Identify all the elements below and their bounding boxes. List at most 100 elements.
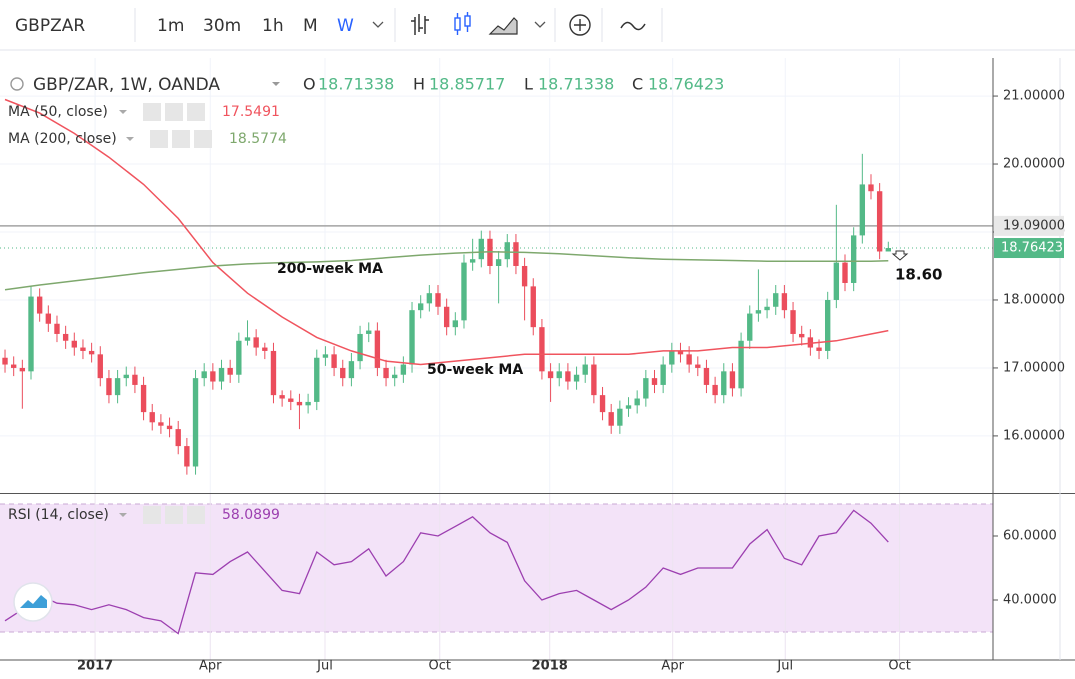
annotation: 50-week MA xyxy=(427,362,523,378)
annotation: 200-week MA xyxy=(277,261,383,277)
x-tick-label: Oct xyxy=(428,659,450,674)
x-tick-label: Apr xyxy=(199,659,222,674)
candle-body xyxy=(547,371,554,379)
candle-body xyxy=(357,333,363,362)
candle-body xyxy=(435,293,441,307)
candle-body xyxy=(478,238,484,260)
symbol[interactable]: GBPZAR xyxy=(15,16,85,36)
interval-button[interactable]: 30m xyxy=(203,16,241,36)
candle-body xyxy=(833,262,840,300)
ma200-controls[interactable] xyxy=(150,130,212,148)
candle-body xyxy=(305,401,311,406)
interval-button[interactable]: 1m xyxy=(157,16,184,36)
candle-body xyxy=(695,364,701,368)
chart-type-dropdown[interactable] xyxy=(534,21,546,28)
candle-body xyxy=(625,405,632,409)
ohlc-value: 18.76423 xyxy=(648,75,724,94)
candle-body xyxy=(539,327,545,372)
candle-body xyxy=(331,354,337,368)
candle-body xyxy=(747,313,753,341)
candle-body xyxy=(876,191,883,252)
candle-body xyxy=(850,235,857,283)
compare-icon[interactable] xyxy=(620,21,646,31)
candle-body xyxy=(123,374,129,379)
candle-body xyxy=(573,374,580,382)
candle-body xyxy=(2,357,8,365)
y-tick-label: 40.0000 xyxy=(1003,593,1057,608)
candle-body xyxy=(469,259,476,263)
candle-body xyxy=(807,337,814,348)
candle-body xyxy=(712,384,718,396)
candle-body xyxy=(764,306,770,311)
candle-body xyxy=(340,367,346,379)
rsi-line xyxy=(4,509,889,635)
ma50-controls[interactable] xyxy=(143,103,205,121)
candle-body xyxy=(825,299,831,351)
candle-body xyxy=(582,364,588,375)
rsi-controls[interactable] xyxy=(143,506,205,524)
candle-body xyxy=(374,330,381,368)
indicators-icon[interactable] xyxy=(569,14,591,36)
candle-body xyxy=(495,259,502,266)
ma200-dropdown[interactable] xyxy=(126,137,134,141)
candle-body xyxy=(270,350,277,396)
logo[interactable] xyxy=(13,582,53,622)
title-dropdown[interactable] xyxy=(272,82,280,86)
candle-body xyxy=(348,361,355,379)
candle-body xyxy=(158,422,164,426)
candle-body xyxy=(608,412,614,426)
candle-body xyxy=(634,398,640,406)
last-price-bg xyxy=(994,238,1064,259)
candle-body xyxy=(366,330,372,334)
candle-body xyxy=(19,367,26,372)
toolbar: GBPZAR xyxy=(0,0,1075,51)
candle-body xyxy=(409,310,415,365)
interval-button[interactable]: M xyxy=(303,16,318,36)
legend: GBP/ZAR, 1W, OANDA MA (50, close) MA (20… xyxy=(8,75,280,524)
candle-body xyxy=(192,378,199,467)
interval-button[interactable]: 1h xyxy=(262,16,284,36)
bars-icon[interactable] xyxy=(411,14,429,35)
candle-body xyxy=(556,371,562,379)
candle-body xyxy=(426,293,433,304)
ohlc-value: 18.71338 xyxy=(538,75,614,94)
ohlc-value: 18.71338 xyxy=(318,75,394,94)
x-tick-label: Jul xyxy=(776,659,793,674)
candle-body xyxy=(790,310,796,334)
candle-body xyxy=(599,395,606,413)
rsi-legend: RSI (14, close) xyxy=(8,507,109,523)
candle-body xyxy=(296,401,303,406)
candle-body xyxy=(132,374,138,385)
candle-body xyxy=(521,265,528,287)
candles-icon[interactable] xyxy=(454,12,471,35)
candle-body xyxy=(106,378,112,396)
ohlc-key: O xyxy=(303,75,316,94)
candle-body xyxy=(443,306,450,328)
candle-body xyxy=(88,350,95,355)
ohlc-value: 18.85717 xyxy=(429,75,505,94)
candle-body xyxy=(660,364,666,385)
candle-body xyxy=(149,412,155,423)
candle-body xyxy=(781,293,788,311)
candle-body xyxy=(738,340,744,389)
candle-body xyxy=(10,364,17,368)
candle-body xyxy=(703,367,710,385)
rsi-dropdown[interactable] xyxy=(119,513,127,517)
last-price-label: 18.76423 xyxy=(1001,241,1063,256)
ma50-dropdown[interactable] xyxy=(119,110,127,114)
interval-button[interactable]: W xyxy=(337,16,354,36)
candle-body xyxy=(218,367,225,382)
candle-body xyxy=(452,320,459,328)
annotation-arrow xyxy=(891,250,909,261)
candle-body xyxy=(400,364,407,375)
y-tick-label: 18.00000 xyxy=(1003,292,1065,307)
candle-body xyxy=(175,429,181,447)
area-icon[interactable] xyxy=(488,17,518,35)
interval-dropdown[interactable] xyxy=(372,21,384,28)
ohlc-key: C xyxy=(632,75,643,94)
candle-body xyxy=(617,408,623,426)
candle-body xyxy=(114,378,121,396)
candle-body xyxy=(755,310,762,314)
moving-average-line xyxy=(4,98,889,366)
